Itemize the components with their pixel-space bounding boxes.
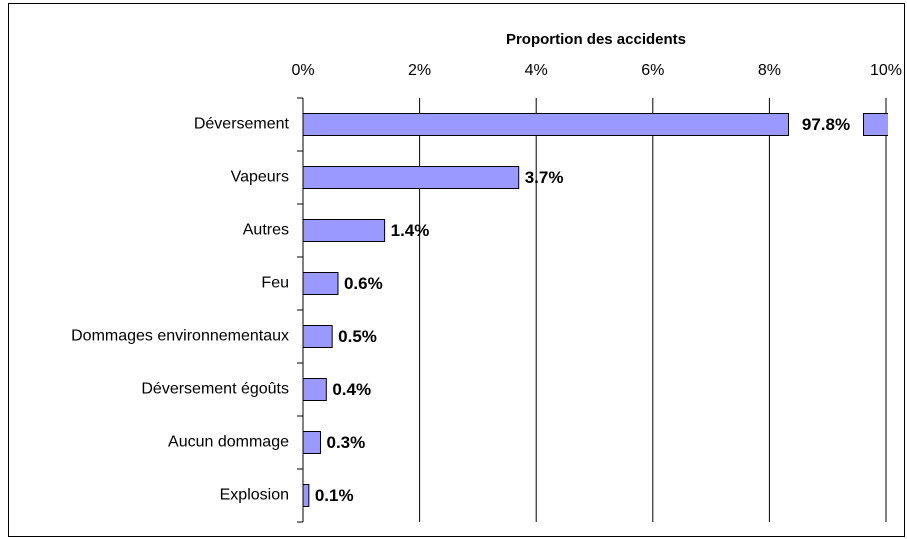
y-tick-label: Explosion — [220, 487, 289, 504]
y-tick-label: Dommages environnementaux — [71, 328, 289, 345]
x-tick-label: 10% — [870, 62, 902, 79]
y-tick-label: Feu — [261, 275, 289, 292]
x-tick-label: 8% — [758, 62, 781, 79]
bar — [302, 484, 310, 507]
value-label: 0.1% — [315, 486, 354, 505]
value-label: 0.6% — [344, 274, 383, 293]
bar — [302, 378, 327, 401]
value-label: 0.5% — [338, 327, 377, 346]
bar — [302, 272, 339, 295]
y-tick-label: Déversement — [194, 116, 290, 133]
bar — [302, 166, 520, 189]
axis-break — [789, 111, 863, 138]
y-tick-label: Déversement égoûts — [141, 381, 289, 398]
value-label: 1.4% — [391, 221, 430, 240]
bar-group — [302, 166, 520, 189]
y-tick-label: Autres — [243, 222, 289, 239]
bar — [302, 431, 321, 454]
bar-group — [302, 219, 386, 242]
bar — [302, 325, 333, 348]
bar-group — [302, 431, 321, 454]
chart-title: Proportion des accidents — [506, 31, 686, 48]
x-tick-label: 6% — [641, 62, 664, 79]
x-tick-label: 0% — [291, 62, 314, 79]
value-label: 0.3% — [326, 433, 365, 452]
x-tick-label: 4% — [525, 62, 548, 79]
bar-group — [302, 325, 333, 348]
value-label: 0.4% — [332, 380, 371, 399]
bar-group — [302, 484, 310, 507]
bar — [302, 219, 386, 242]
y-tick-label: Vapeurs — [231, 169, 289, 186]
bar-group — [302, 378, 327, 401]
chart-border — [8, 3, 905, 537]
value-label: 97.8% — [802, 115, 850, 134]
bar-group — [302, 272, 339, 295]
value-label: 3.7% — [525, 168, 564, 187]
y-tick-label: Aucun dommage — [168, 434, 289, 451]
x-tick-label: 2% — [408, 62, 431, 79]
